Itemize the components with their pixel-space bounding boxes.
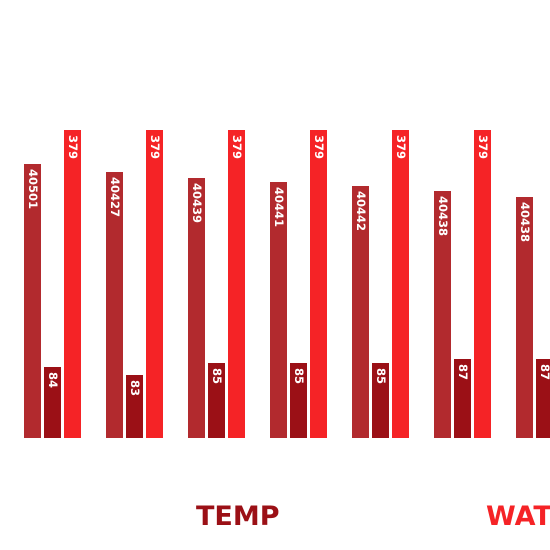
- bar-label-s1-c6: 87: [538, 364, 550, 380]
- bar-s2-c5: [474, 130, 491, 438]
- labels-group: 40501 40427 40439 40441 40442 40438 40438 84 83 8…: [26, 135, 550, 396]
- bar-label-s0-c0: 40501: [26, 169, 40, 209]
- bar-label-s1-c3: 85: [292, 368, 306, 384]
- bar-label-s2-c5: 379: [476, 135, 490, 159]
- bar-s0-c6: [516, 197, 533, 438]
- bar-s1-c2: [208, 363, 225, 438]
- bar-label-s0-c5: 40438: [436, 196, 450, 236]
- bar-s1-c3: [290, 363, 307, 438]
- bars-group: [24, 130, 550, 438]
- bar-s0-c2: [188, 178, 205, 438]
- bar-s1-c1: [126, 375, 143, 438]
- bar-s0-c4: [352, 186, 369, 438]
- bar-s1-c5: [454, 359, 471, 438]
- bar-label-s0-c4: 40442: [354, 191, 368, 231]
- bar-label-s0-c6: 40438: [518, 202, 532, 242]
- bar-label-s1-c2: 85: [210, 368, 224, 384]
- bar-s2-c1: [146, 130, 163, 438]
- bar-s0-c5: [434, 191, 451, 438]
- bar-label-s0-c1: 40427: [108, 177, 122, 217]
- bar-s1-c0: [44, 367, 61, 438]
- bar-label-s0-c3: 40441: [272, 187, 286, 227]
- bar-label-s2-c3: 379: [312, 135, 326, 159]
- bar-label-s2-c0: 379: [66, 135, 80, 159]
- bar-label-s0-c2: 40439: [190, 183, 204, 223]
- bar-s0-c1: [106, 172, 123, 438]
- bar-label-s1-c1: 83: [128, 380, 142, 396]
- bar-label-s1-c0: 84: [46, 372, 60, 388]
- bar-label-s1-c4: 85: [374, 368, 388, 384]
- legend: TEMP WAT: [196, 501, 550, 532]
- bar-label-s2-c4: 379: [394, 135, 408, 159]
- bar-s2-c3: [310, 130, 327, 438]
- bar-s1-c4: [372, 363, 389, 438]
- bar-s2-c4: [392, 130, 409, 438]
- bar-s0-c3: [270, 182, 287, 438]
- bar-label-s1-c5: 87: [456, 364, 470, 380]
- bar-s1-c6: [536, 359, 550, 438]
- bar-s2-c2: [228, 130, 245, 438]
- legend-item-0: TEMP: [196, 501, 280, 532]
- bar-s0-c0: [24, 164, 41, 438]
- legend-item-1: WAT: [486, 501, 550, 532]
- bar-s2-c0: [64, 130, 81, 438]
- bar-label-s2-c1: 379: [148, 135, 162, 159]
- bar-label-s2-c2: 379: [230, 135, 244, 159]
